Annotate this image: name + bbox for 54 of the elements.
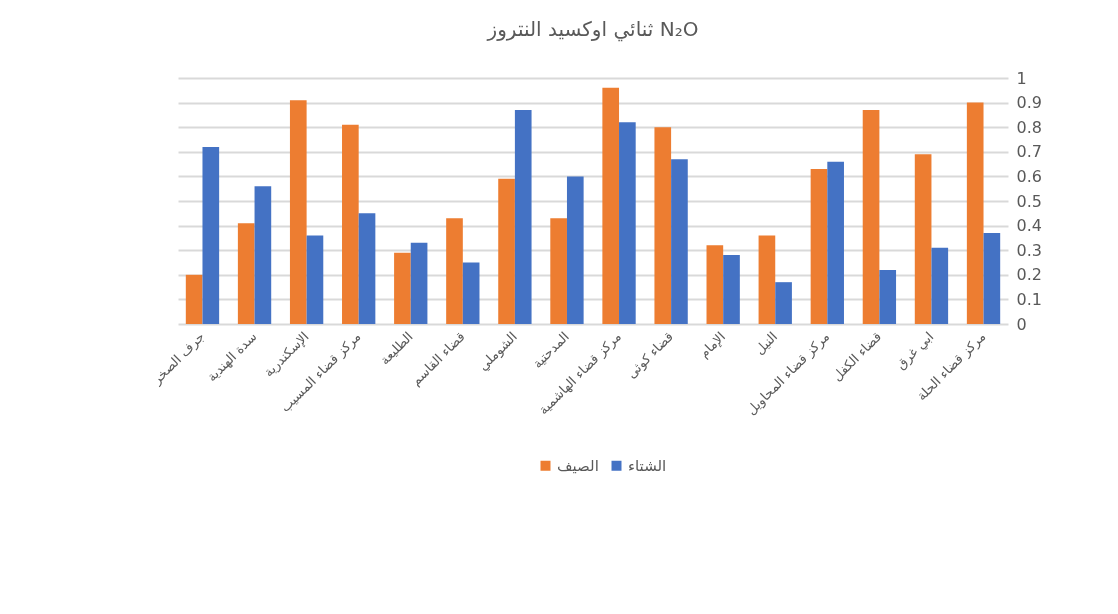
x-tick-label: المدحتية	[529, 328, 572, 372]
bar	[931, 247, 949, 324]
bar	[723, 255, 740, 324]
bar	[827, 161, 844, 324]
bar	[237, 223, 255, 324]
y-tick-label: 0.9	[1016, 93, 1042, 113]
y-tick-label: 0	[1016, 314, 1027, 334]
legend-label: الصيف	[557, 456, 599, 475]
bar	[654, 127, 672, 324]
bar	[862, 109, 880, 324]
bar	[202, 146, 220, 324]
y-tick-label: 0.4	[1016, 216, 1042, 236]
y-tick-label: 0.2	[1016, 265, 1042, 285]
bar	[254, 186, 272, 324]
bar	[394, 252, 411, 324]
bar	[446, 218, 463, 324]
bar	[758, 235, 776, 324]
bar	[185, 274, 203, 324]
bar	[498, 178, 515, 324]
x-tick-label: قضاء كوثى	[623, 328, 677, 382]
x-tick-label: الشوملي	[475, 328, 521, 375]
bar	[706, 245, 724, 324]
chart-title: ثنائي اوكسيد النتروز N₂O	[486, 17, 699, 42]
bar	[514, 109, 532, 324]
y-tick-label: 1	[1016, 68, 1027, 88]
bar	[566, 176, 584, 324]
bar	[602, 87, 620, 324]
bar	[775, 282, 792, 324]
y-tick-label: 0.1	[1016, 289, 1042, 309]
y-tick-label: 0.7	[1016, 142, 1042, 162]
bar	[358, 213, 376, 324]
y-tick-label: 0.6	[1016, 166, 1042, 186]
y-tick-label: 0.8	[1016, 117, 1042, 137]
x-tick-label: النيل	[751, 328, 781, 358]
y-tick-label: 0.5	[1016, 191, 1042, 211]
bar	[810, 169, 828, 324]
x-tick-label: الإمام	[696, 328, 729, 361]
legend-label: الشتاء	[628, 456, 667, 475]
bar	[983, 232, 1001, 324]
bar	[289, 100, 307, 324]
bar	[619, 122, 636, 324]
bar	[306, 235, 324, 324]
bar	[671, 159, 688, 324]
x-tick-label: قضاء الكفل	[829, 328, 885, 384]
bar	[914, 154, 932, 324]
bar	[410, 242, 428, 324]
bar	[342, 124, 359, 324]
bar	[879, 269, 897, 324]
x-tick-label: الطليعة	[377, 328, 416, 368]
x-tick-label: ابي غرق	[893, 328, 938, 373]
bar	[550, 218, 567, 324]
bar	[966, 102, 984, 324]
y-tick-label: 0.3	[1016, 240, 1042, 260]
bar	[462, 262, 480, 324]
